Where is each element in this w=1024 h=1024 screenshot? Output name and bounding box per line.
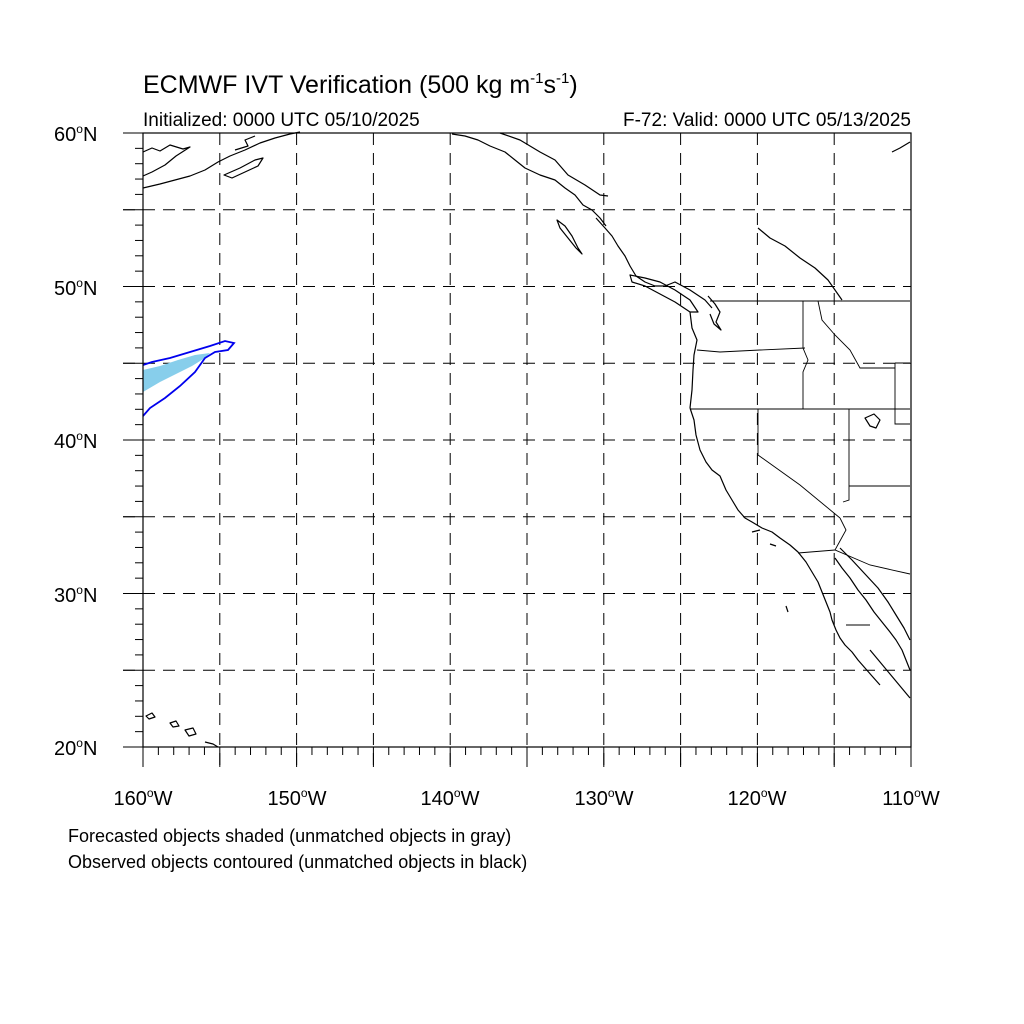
- idaho-border: [802, 301, 809, 409]
- hawaii-maui: [184, 727, 197, 737]
- lat-lon-grid: [123, 133, 911, 767]
- initialized-time: Initialized: 0000 UTC 05/10/2025: [143, 110, 420, 131]
- lon-label-150w: 150oW: [267, 786, 327, 810]
- hawaii-oahu: [169, 720, 180, 728]
- puget-sound: [707, 295, 722, 331]
- alaska-coast-north: [234, 135, 256, 151]
- southeast-alaska-coast: [451, 133, 607, 227]
- hudson-bay-edge: [891, 141, 911, 153]
- mainland-mexico-coast: [839, 547, 911, 641]
- wyoming-border: [894, 362, 910, 425]
- kenai-coast: [142, 131, 301, 189]
- haida-gwaii: [556, 219, 583, 255]
- mexico-west-coast: [869, 649, 911, 699]
- lon-label-160w: 160oW: [113, 786, 173, 810]
- montana-idaho-border: [817, 300, 895, 369]
- lon-label-140w: 140oW: [420, 786, 480, 810]
- alaska-bc-border: [499, 132, 609, 197]
- great-salt-lake: [864, 413, 881, 429]
- guadalupe-island: [785, 605, 789, 613]
- valid-time: F-72: Valid: 0000 UTC 05/13/2025: [623, 110, 911, 131]
- forecast-ivt-object: [143, 353, 210, 392]
- lat-label-20n: 20oN: [54, 736, 98, 760]
- california-coast: [689, 407, 881, 686]
- lat-label-30n: 30oN: [54, 583, 98, 607]
- washington-oregon-coast: [689, 311, 698, 409]
- forecast-legend-note: Forecasted objects shaded (unmatched obj…: [68, 826, 512, 846]
- nevada-utah-border: [842, 409, 850, 503]
- axis-ticks: [123, 132, 912, 767]
- canada-river: [757, 227, 843, 301]
- hawaii-big-island: [204, 741, 219, 748]
- arizona-california-border: [834, 517, 847, 551]
- channel-islands: [751, 529, 777, 547]
- baja-gulf-coast: [834, 557, 911, 671]
- lon-label-130w: 130oW: [574, 786, 634, 810]
- lat-label-50n: 50oN: [54, 276, 98, 300]
- kodiak-island: [223, 157, 264, 179]
- lat-label-40n: 40oN: [54, 429, 98, 453]
- lat-label-60n: 60oN: [54, 122, 98, 146]
- ivt-objects: [142, 340, 236, 417]
- observed-legend-note: Observed objects contoured (unmatched ob…: [68, 852, 528, 872]
- political-borders: [690, 300, 911, 626]
- coastlines: [142, 131, 911, 748]
- map-title: ECMWF IVT Verification (500 kg m-1s-1): [143, 70, 578, 99]
- alaska-peninsula-coast: [142, 144, 191, 177]
- california-nevada-border: [757, 409, 841, 519]
- bc-coast: [595, 217, 713, 309]
- lon-label-110w: 110oW: [882, 786, 940, 810]
- vancouver-island: [629, 274, 699, 313]
- map-frame: [142, 132, 912, 748]
- us-mexico-border: [797, 549, 911, 575]
- hawaii-kauai: [145, 712, 156, 720]
- observed-ivt-contour: [142, 340, 236, 417]
- lon-label-120w: 120oW: [727, 786, 787, 810]
- washington-oregon-border: [696, 347, 806, 353]
